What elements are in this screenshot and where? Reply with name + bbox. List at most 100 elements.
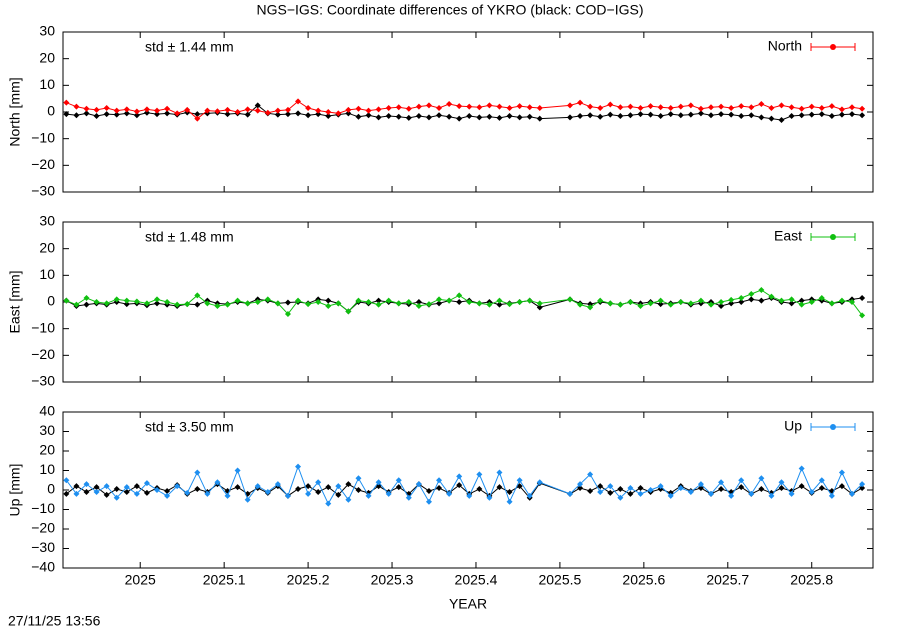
data-point xyxy=(738,113,745,119)
data-point xyxy=(859,312,866,319)
data-point xyxy=(345,496,352,503)
data-point xyxy=(143,106,150,113)
data-point xyxy=(63,99,70,106)
data-point xyxy=(355,105,362,112)
data-point xyxy=(627,490,634,497)
annotation: std ± 3.50 mm xyxy=(145,419,234,435)
data-point xyxy=(466,299,473,305)
data-point xyxy=(798,297,805,304)
data-point xyxy=(375,106,382,113)
plot-frame xyxy=(62,31,874,193)
data-point xyxy=(758,114,765,121)
data-point xyxy=(315,479,322,486)
data-point xyxy=(456,473,463,480)
data-point xyxy=(496,114,503,121)
data-point xyxy=(859,105,866,112)
data-point xyxy=(93,488,100,495)
data-point xyxy=(768,492,775,499)
x-tick-label: 2025 xyxy=(125,572,156,588)
data-point xyxy=(587,103,594,110)
data-point xyxy=(123,297,130,304)
data-point xyxy=(768,115,775,122)
data-point xyxy=(456,103,463,110)
data-point xyxy=(798,483,805,490)
data-point xyxy=(587,487,594,494)
data-point xyxy=(143,300,150,307)
data-point xyxy=(456,115,463,122)
data-point xyxy=(536,304,543,311)
data-point xyxy=(778,479,785,486)
data-point xyxy=(798,105,805,112)
data-point xyxy=(425,487,432,494)
data-point xyxy=(325,484,332,491)
data-point xyxy=(83,301,90,308)
data-point xyxy=(143,489,150,496)
data-point xyxy=(496,103,503,110)
data-point xyxy=(204,300,211,307)
data-point xyxy=(415,113,422,119)
data-point xyxy=(647,487,654,493)
data-point xyxy=(697,110,704,117)
data-point xyxy=(486,494,493,501)
data-point xyxy=(798,301,805,308)
legend-label: Up xyxy=(784,418,802,434)
data-point xyxy=(778,102,785,109)
data-point xyxy=(113,107,120,114)
data-point xyxy=(143,480,150,487)
data-point xyxy=(728,296,735,303)
data-point xyxy=(73,112,80,119)
data-point xyxy=(687,488,694,495)
y-tick-label: 0 xyxy=(47,103,55,119)
data-point xyxy=(516,103,523,110)
data-point xyxy=(224,106,231,113)
data-point xyxy=(254,299,261,305)
data-point xyxy=(83,481,90,488)
data-point xyxy=(63,111,70,118)
data-point xyxy=(83,295,90,301)
legend-symbol xyxy=(830,44,836,50)
data-point xyxy=(415,299,422,305)
data-point xyxy=(123,301,130,308)
data-point xyxy=(214,108,221,115)
data-point xyxy=(647,111,654,118)
data-point xyxy=(758,475,765,482)
data-point xyxy=(516,299,523,305)
data-point xyxy=(838,111,845,118)
data-point xyxy=(506,105,513,111)
data-point xyxy=(234,297,241,304)
data-point xyxy=(224,301,231,308)
data-point xyxy=(436,485,443,492)
data-point xyxy=(577,301,584,308)
data-point xyxy=(325,109,332,115)
data-point xyxy=(566,296,573,303)
data-point xyxy=(103,111,110,118)
data-point xyxy=(264,488,271,495)
data-point xyxy=(768,105,775,111)
data-point xyxy=(828,492,835,499)
data-point xyxy=(425,498,432,505)
data-point xyxy=(436,300,443,307)
x-axis-label: YEAR xyxy=(449,596,487,612)
data-point xyxy=(687,102,694,109)
data-point xyxy=(526,104,533,111)
data-point xyxy=(375,114,382,121)
data-point xyxy=(133,490,140,497)
data-point xyxy=(274,107,281,114)
y-tick-label: −30 xyxy=(31,183,55,199)
data-point xyxy=(818,477,825,484)
legend-label: East xyxy=(774,228,802,244)
data-point xyxy=(73,483,80,490)
data-point xyxy=(335,110,342,117)
data-point xyxy=(778,297,785,304)
data-point xyxy=(274,111,281,118)
data-point xyxy=(677,299,684,305)
data-point xyxy=(113,494,120,501)
data-point xyxy=(798,465,805,472)
data-point xyxy=(93,484,100,491)
data-point xyxy=(204,490,211,497)
data-point xyxy=(133,112,140,119)
data-point xyxy=(718,103,725,110)
data-point xyxy=(93,106,100,113)
data-point xyxy=(123,110,130,117)
